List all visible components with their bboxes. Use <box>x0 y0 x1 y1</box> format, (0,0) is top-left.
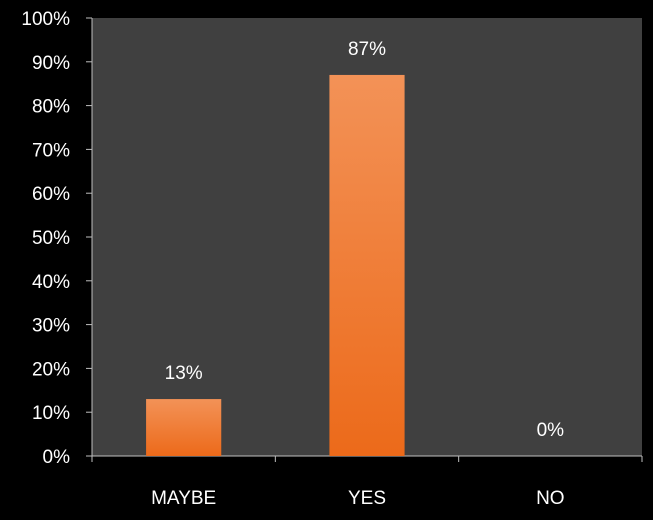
y-tick-label: 100% <box>21 9 70 30</box>
y-tick-label: 50% <box>32 228 70 249</box>
y-tick-label: 30% <box>32 316 70 337</box>
data-label: 13% <box>165 363 203 384</box>
data-labels: 13% 87% 0% <box>165 39 565 441</box>
y-tick-label: 10% <box>32 403 70 424</box>
y-tick-label: 20% <box>32 359 70 380</box>
y-axis: 0% 10% 20% 30% 40% 50% 60% 70% 80% 90% 100% <box>21 9 93 468</box>
data-label: 0% <box>537 420 565 441</box>
bar-maybe <box>146 399 222 456</box>
y-tick-label: 70% <box>32 140 70 161</box>
y-tick-label: 90% <box>32 53 70 74</box>
x-category-label: YES <box>348 488 386 509</box>
y-tick-label: 0% <box>43 447 71 468</box>
y-tick-label: 60% <box>32 184 70 205</box>
x-category-label: MAYBE <box>151 488 216 509</box>
data-label: 87% <box>348 39 386 60</box>
x-category-label: NO <box>536 488 565 509</box>
x-axis: MAYBE YES NO <box>91 455 643 509</box>
bars <box>146 74 405 456</box>
bar-yes <box>329 74 405 456</box>
y-tick-label: 40% <box>32 272 70 293</box>
y-tick-label: 80% <box>32 97 70 118</box>
